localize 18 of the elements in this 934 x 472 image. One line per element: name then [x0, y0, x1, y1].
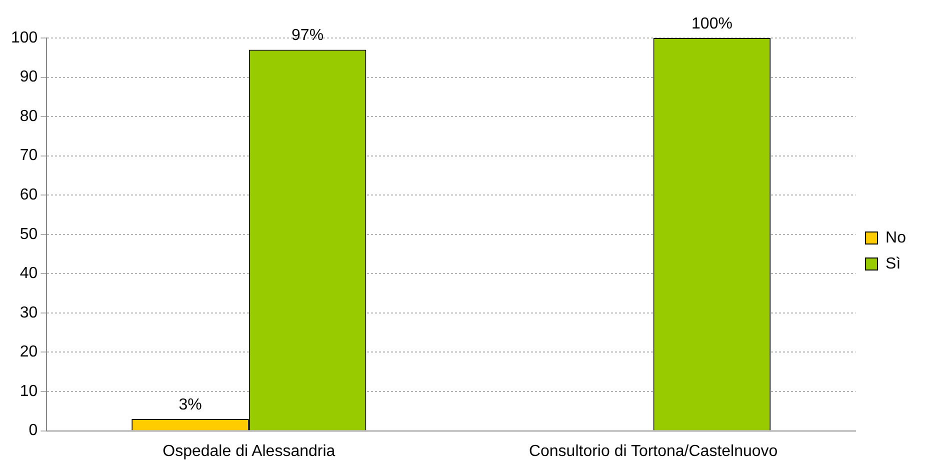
legend-label: Sì: [886, 255, 901, 272]
data-label: 3%: [178, 396, 202, 414]
y-tick-label: 50: [20, 226, 38, 243]
y-tick-label: 0: [28, 422, 38, 440]
y-tick-label: 30: [20, 304, 38, 322]
y-tick-label: 60: [20, 186, 38, 204]
data-label: 100%: [692, 15, 732, 32]
y-tick-label: 10: [20, 382, 38, 400]
x-tick-label: Consultorio di Tortona/Castelnuovo: [528, 442, 778, 460]
y-tick-label: 80: [20, 108, 38, 125]
y-tick-label: 100: [10, 29, 38, 46]
data-label: 97%: [292, 27, 324, 44]
x-tick-label: Ospedale di Alessandria: [162, 442, 336, 460]
legend-label: No: [886, 229, 906, 246]
y-tick-label: 90: [20, 68, 38, 86]
y-tick-label: 20: [20, 344, 38, 361]
y-tick-label: 70: [20, 147, 38, 164]
y-tick-label: 40: [20, 265, 38, 282]
